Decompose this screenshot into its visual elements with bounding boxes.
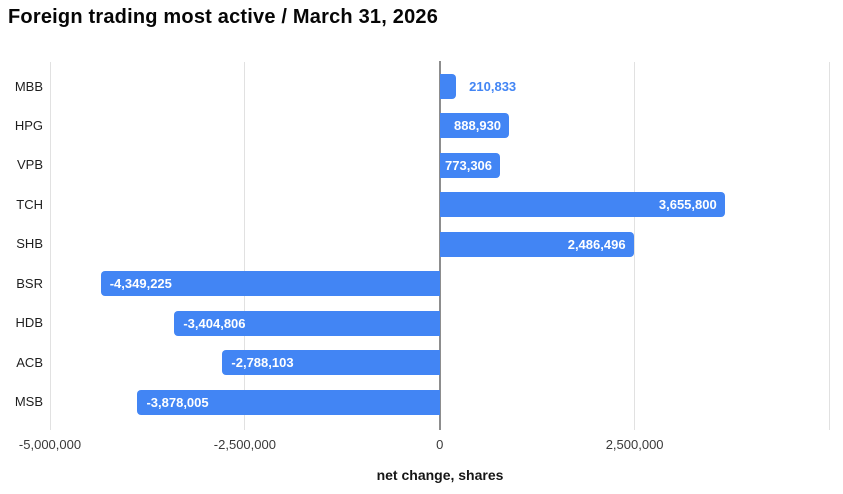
x-tick-label-0: 0	[436, 437, 444, 452]
bar-BSR	[100, 271, 440, 297]
bar-MBB	[439, 74, 457, 99]
x-axis-title: net change, shares	[376, 467, 504, 483]
value-label-HPG: 888,930	[454, 118, 502, 134]
gridline-5000000	[829, 62, 830, 430]
bar-SHB	[439, 231, 634, 257]
value-label-TCH: 3,655,800	[658, 197, 717, 213]
bar-ACB	[222, 350, 440, 376]
bar-HPG	[439, 113, 510, 139]
category-label-MSB: MSB	[14, 394, 43, 410]
category-label-SHB: SHB	[16, 236, 43, 252]
category-label-HPG: HPG	[14, 117, 43, 133]
x-tick-label-2500000: 2,500,000	[605, 437, 664, 452]
category-label-HDB: HDB	[15, 315, 43, 331]
gridline-2500000	[634, 62, 636, 430]
gridline--5000000	[49, 62, 51, 430]
bar-HDB	[174, 310, 440, 336]
category-label-VPB: VPB	[16, 157, 43, 173]
chart-title: Foreign trading most active / March 31, …	[8, 6, 439, 28]
value-label-MSB: -3,878,005	[146, 394, 209, 410]
category-label-TCH: TCH	[16, 196, 43, 212]
bar-MSB	[137, 389, 440, 415]
bar-TCH	[439, 192, 725, 218]
category-label-ACB: ACB	[16, 354, 43, 370]
category-label-BSR: BSR	[16, 275, 43, 291]
value-label-MBB: 210,833	[469, 79, 517, 94]
value-label-SHB: 2,486,496	[567, 236, 626, 252]
bar-VPB	[439, 152, 501, 178]
gridline--2500000	[244, 62, 246, 430]
value-label-BSR: -4,349,225	[109, 276, 172, 292]
x-tick-label--2500000: -2,500,000	[213, 437, 276, 452]
value-label-ACB: -2,788,103	[231, 355, 294, 371]
value-label-HDB: -3,404,806	[183, 315, 246, 331]
value-label-VPB: 773,306	[445, 157, 493, 173]
category-label-MBB: MBB	[14, 78, 43, 94]
x-tick-label--5000000: -5,000,000	[18, 437, 82, 452]
